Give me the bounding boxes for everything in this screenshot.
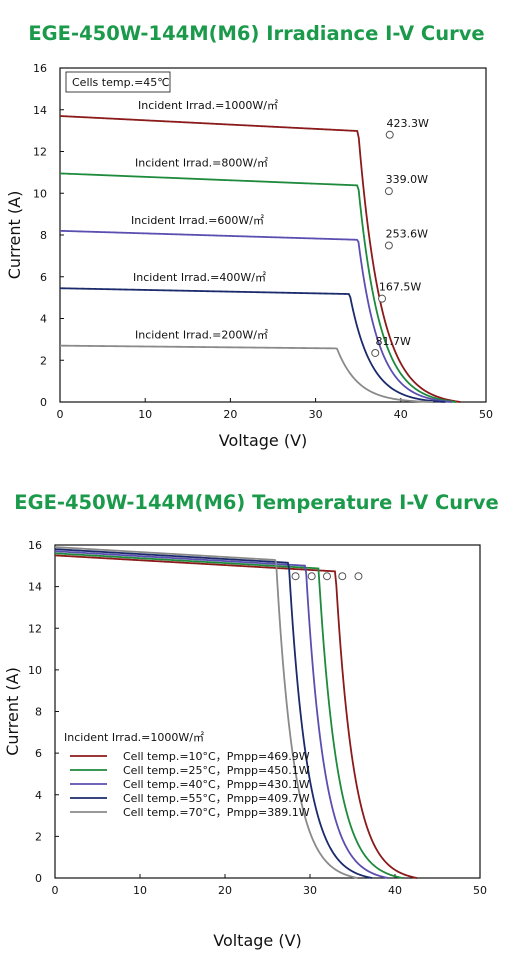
temp-x-tick-label: 10 <box>133 884 147 897</box>
temp-legend-label: Cell temp.=40°C，Pmpp=430.1W <box>123 778 310 791</box>
irr-x-tick-label: 20 <box>223 408 237 421</box>
irr-y-tick-label: 2 <box>40 354 47 367</box>
temp-y-tick-label: 4 <box>35 789 42 802</box>
temp-legend-label: Cell temp.=10°C，Pmpp=469.9W <box>123 750 310 763</box>
irr-mpp-point <box>384 241 393 250</box>
temp-y-tick-label: 6 <box>35 747 42 760</box>
temp-y-tick-label: 8 <box>35 706 42 719</box>
temp-y-axis-label: Current (A) <box>3 667 22 756</box>
irr-y-tick-label: 6 <box>40 271 47 284</box>
temp-series-line <box>54 546 358 879</box>
irr-mpp-label: 423.3W <box>387 117 429 130</box>
irr-x-axis-label: Voltage (V) <box>219 431 308 450</box>
temp-mpp-point <box>354 572 363 581</box>
irr-series-line <box>59 344 434 403</box>
irr-mpp-label: 339.0W <box>386 173 428 186</box>
temp-y-tick-label: 10 <box>28 664 42 677</box>
irr-mpp-point <box>371 348 380 357</box>
temp-series-line <box>54 548 373 879</box>
irr-series-label: Incident Irrad.=600W/㎡ <box>131 214 264 227</box>
temp-mpp-point <box>338 572 347 581</box>
irr-y-tick-label: 8 <box>40 229 47 242</box>
irr-y-tick-label: 12 <box>33 146 47 159</box>
irr-y-tick-label: 4 <box>40 313 47 326</box>
temp-x-tick-label: 40 <box>388 884 402 897</box>
temp-y-tick-label: 12 <box>28 622 42 635</box>
irr-note-text: Cells temp.=45℃ <box>72 76 170 89</box>
irr-series-line <box>59 172 457 403</box>
irr-series-line <box>59 287 446 403</box>
irr-y-tick-label: 10 <box>33 187 47 200</box>
irr-y-tick-label: 14 <box>33 104 47 117</box>
temp-mpp-point <box>323 572 331 581</box>
irr-x-tick-label: 50 <box>479 408 493 421</box>
irr-mpp-label: 167.5W <box>379 281 421 294</box>
temp-plot-frame <box>54 544 481 879</box>
irradiance-chart-title: EGE-450W-144M(M6) Irradiance I-V Curve <box>28 22 485 45</box>
temp-y-tick-label: 14 <box>28 581 42 594</box>
irr-note-box <box>65 71 171 93</box>
irr-series-label: Incident Irrad.=1000W/㎡ <box>138 99 278 112</box>
temp-legend-title: Incident Irrad.=1000W/㎡ <box>64 731 204 744</box>
irr-series-label: Incident Irrad.=200W/㎡ <box>135 329 268 342</box>
irr-mpp-point <box>385 130 394 139</box>
temp-x-tick-label: 0 <box>52 884 59 897</box>
temp-x-tick-label: 20 <box>218 884 232 897</box>
temp-mpp-point <box>307 572 316 581</box>
temp-series-line <box>54 550 389 879</box>
temp-x-axis-label: Voltage (V) <box>213 931 302 950</box>
irr-x-tick-label: 10 <box>138 408 152 421</box>
irr-x-tick-label: 40 <box>394 408 408 421</box>
irr-mpp-label: 253.6W <box>386 227 428 240</box>
irr-series-line <box>59 229 452 403</box>
temp-mpp-point <box>291 572 300 581</box>
irr-mpp-point <box>378 294 387 303</box>
irr-mpp-point <box>384 187 393 196</box>
temp-series-line <box>54 554 418 879</box>
temp-y-tick-label: 2 <box>35 830 42 843</box>
irr-x-tick-label: 0 <box>57 408 64 421</box>
irr-series-line <box>59 115 461 403</box>
temp-x-tick-label: 50 <box>473 884 487 897</box>
irr-y-tick-label: 0 <box>40 396 47 409</box>
temp-legend-label: Cell temp.=70°C，Pmpp=389.1W <box>123 806 310 819</box>
irr-y-axis-label: Current (A) <box>5 191 24 280</box>
temp-legend-label: Cell temp.=55°C，Pmpp=409.7W <box>123 792 310 805</box>
temperature-chart-title: EGE-450W-144M(M6) Temperature I-V Curve <box>14 491 499 514</box>
temp-legend-label: Cell temp.=25°C，Pmpp=450.1W <box>123 764 310 777</box>
temp-series-line <box>54 552 403 879</box>
temp-y-tick-label: 0 <box>35 872 42 885</box>
irr-y-tick-label: 16 <box>33 62 47 75</box>
irr-series-label: Incident Irrad.=400W/㎡ <box>133 271 266 284</box>
irr-mpp-label: 81.7W <box>376 335 411 348</box>
irr-series-label: Incident Irrad.=800W/㎡ <box>135 156 268 169</box>
temp-x-tick-label: 30 <box>303 884 317 897</box>
irr-x-tick-label: 30 <box>309 408 323 421</box>
temp-y-tick-label: 16 <box>28 539 42 552</box>
